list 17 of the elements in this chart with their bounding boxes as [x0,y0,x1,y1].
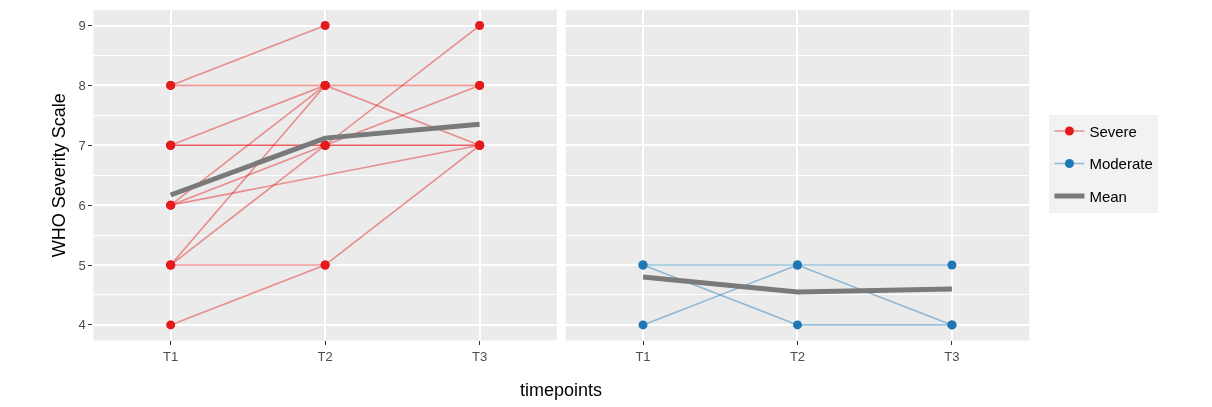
y-tick-label: 4 [78,317,86,333]
y-tick-label: 5 [78,257,86,273]
legend-label: Mean [1089,187,1127,205]
y-tick-label: 6 [78,197,86,213]
y-tick-label: 9 [78,18,86,34]
legend-label: Moderate [1089,155,1153,173]
x-axis-title: timepoints [520,380,603,400]
y-tick-label: 7 [78,137,86,153]
x-tick-label: T2 [317,349,333,365]
x-tick-label: T1 [635,349,651,365]
y-tick-label: 8 [78,77,86,93]
x-tick-label: T3 [944,349,960,365]
x-tick-label: T3 [472,349,488,365]
y-axis-title: WHO Severity Scale [48,93,69,258]
x-tick-label: T1 [163,349,179,365]
legend-label: Severe [1089,122,1137,140]
x-tick-label: T2 [789,349,806,365]
